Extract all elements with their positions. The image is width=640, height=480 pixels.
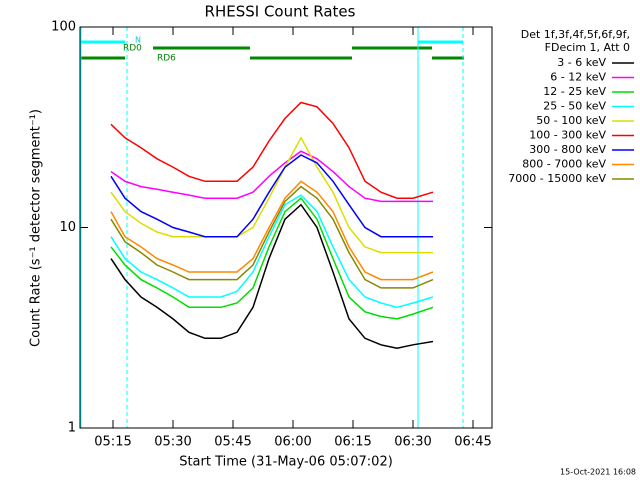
series-line xyxy=(110,180,434,281)
x-tick-label: 05:30 xyxy=(154,435,191,450)
legend-label: 25 - 50 keV xyxy=(543,100,606,113)
annotation-bars xyxy=(80,40,464,60)
legend-label: 3 - 6 keV xyxy=(557,56,606,69)
annotation: RD0 xyxy=(123,44,142,54)
y-tick-label: 100 xyxy=(51,20,76,35)
legend-title: Det 1f,3f,4f,5f,6f,9f, xyxy=(521,28,630,41)
series-line xyxy=(110,136,433,254)
legend-label: 6 - 12 keV xyxy=(550,71,606,84)
legend-label: 300 - 800 keV xyxy=(529,143,606,156)
x-axis-label: Start Time (31-May-06 05:07:02) xyxy=(179,455,393,470)
x-tick-label: 06:15 xyxy=(334,435,371,450)
legend-label: 7000 - 15000 keV xyxy=(508,172,606,185)
y-tick-label: 10 xyxy=(59,220,76,235)
annotation: N xyxy=(135,36,141,45)
timestamp: 15-Oct-2021 16:08 xyxy=(560,468,636,477)
x-tick-label: 06:30 xyxy=(394,435,431,450)
series-line xyxy=(110,197,434,320)
legend-label: 800 - 7000 keV xyxy=(522,158,606,171)
series-line xyxy=(110,154,433,238)
y-tick-label: 1 xyxy=(68,421,76,436)
legend-label: 50 - 100 keV xyxy=(536,114,606,127)
legend-title: FDecim 1, Att 0 xyxy=(545,41,630,54)
legend-label: 12 - 25 keV xyxy=(543,85,606,98)
series-line xyxy=(110,185,434,289)
legend-label: 100 - 300 keV xyxy=(529,129,606,142)
series-line xyxy=(110,203,434,349)
series-line xyxy=(110,101,434,199)
x-tick-label: 06:00 xyxy=(274,435,311,450)
series-line xyxy=(110,150,433,203)
x-tick-label: 05:15 xyxy=(94,435,131,450)
y-axis-label: Count Rate (s⁻¹ detector segment⁻¹) xyxy=(29,109,44,347)
x-tick-label: 05:45 xyxy=(214,435,251,450)
annotation: RD6 xyxy=(157,54,176,64)
chart-title: RHESSI Count Rates xyxy=(205,3,356,21)
series-line xyxy=(110,194,434,309)
x-tick-label: 06:45 xyxy=(454,435,491,450)
